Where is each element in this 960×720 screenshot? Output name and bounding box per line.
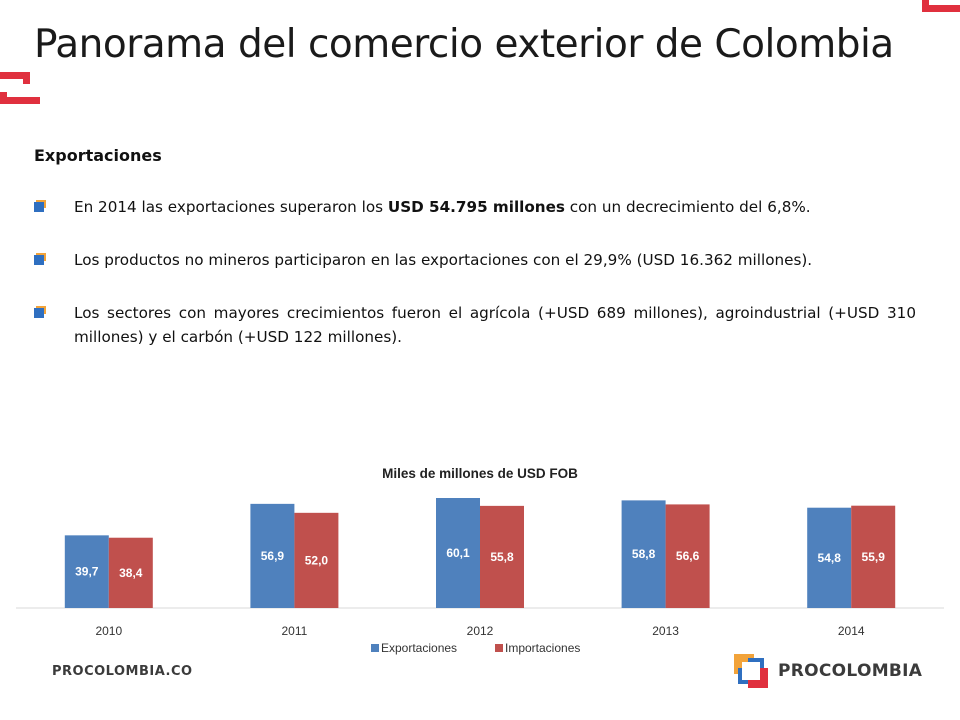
bullet-marker-icon [34, 306, 46, 318]
export-bar-2014 [807, 507, 852, 608]
footer-logo: PROCOLOMBIA [734, 654, 922, 688]
bullet-item: Los productos no mineros participaron en… [34, 248, 916, 272]
import-bar-2013 [665, 504, 710, 608]
bar-chart: Miles de millones de USD FOB 39,7 38,4 2010… [16, 466, 944, 655]
section-heading: Exportaciones [34, 146, 162, 165]
corner-bracket-top-right [922, 0, 960, 12]
procolombia-logo-icon [734, 654, 768, 688]
import-value-label-2010: 38,4 [119, 566, 143, 580]
corner-bracket-left [0, 72, 40, 104]
bullet-marker-icon [34, 200, 46, 212]
export-value-label-2013: 58,8 [632, 547, 656, 561]
export-bar-2013 [621, 500, 666, 608]
x-tick-label-2011: 2011 [281, 624, 307, 638]
legend-swatch-importaciones [495, 644, 503, 652]
bullet-item: Los sectores con mayores crecimientos fu… [34, 301, 916, 349]
import-bar-2011 [294, 512, 339, 608]
footer-brand: PROCOLOMBIA [778, 661, 923, 681]
footer-website: PROCOLOMBIA.CO [52, 664, 193, 679]
import-bar-2010 [108, 537, 153, 608]
bullet-text: En 2014 las exportaciones superaron los … [74, 198, 811, 216]
x-tick-label-2014: 2014 [838, 624, 865, 638]
import-value-label-2013: 56,6 [676, 549, 700, 563]
bullet-marker-icon [34, 253, 46, 265]
export-bar-2012 [436, 498, 480, 608]
export-value-label-2011: 56,9 [261, 549, 285, 563]
bullet-text: Los productos no mineros participaron en… [74, 251, 813, 269]
import-bar-2014 [851, 505, 896, 608]
import-value-label-2012: 55,8 [490, 550, 514, 564]
legend-label-importaciones: Importaciones [505, 641, 580, 655]
legend-swatch-exportaciones [371, 644, 379, 652]
export-value-label-2010: 39,7 [75, 565, 99, 579]
page-title: Panorama del comercio exterior de Colomb… [34, 22, 894, 67]
export-bar-2011 [250, 503, 295, 608]
bullet-list: En 2014 las exportaciones superaron los … [34, 195, 916, 378]
x-tick-label-2010: 2010 [95, 624, 122, 638]
import-value-label-2014: 55,9 [862, 550, 886, 564]
bullet-text: Los sectores con mayores crecimientos fu… [74, 304, 916, 346]
chart-title: Miles de millones de USD FOB [382, 466, 578, 481]
export-value-label-2014: 54,8 [818, 551, 842, 565]
x-tick-label-2012: 2012 [467, 624, 494, 638]
bullet-item: En 2014 las exportaciones superaron los … [34, 195, 916, 219]
import-bar-2012 [480, 505, 524, 608]
export-bar-2010 [64, 535, 109, 608]
x-tick-label-2013: 2013 [652, 624, 679, 638]
legend-label-exportaciones: Exportaciones [381, 641, 457, 655]
import-value-label-2011: 52,0 [305, 553, 329, 567]
export-value-label-2012: 60,1 [446, 546, 470, 560]
